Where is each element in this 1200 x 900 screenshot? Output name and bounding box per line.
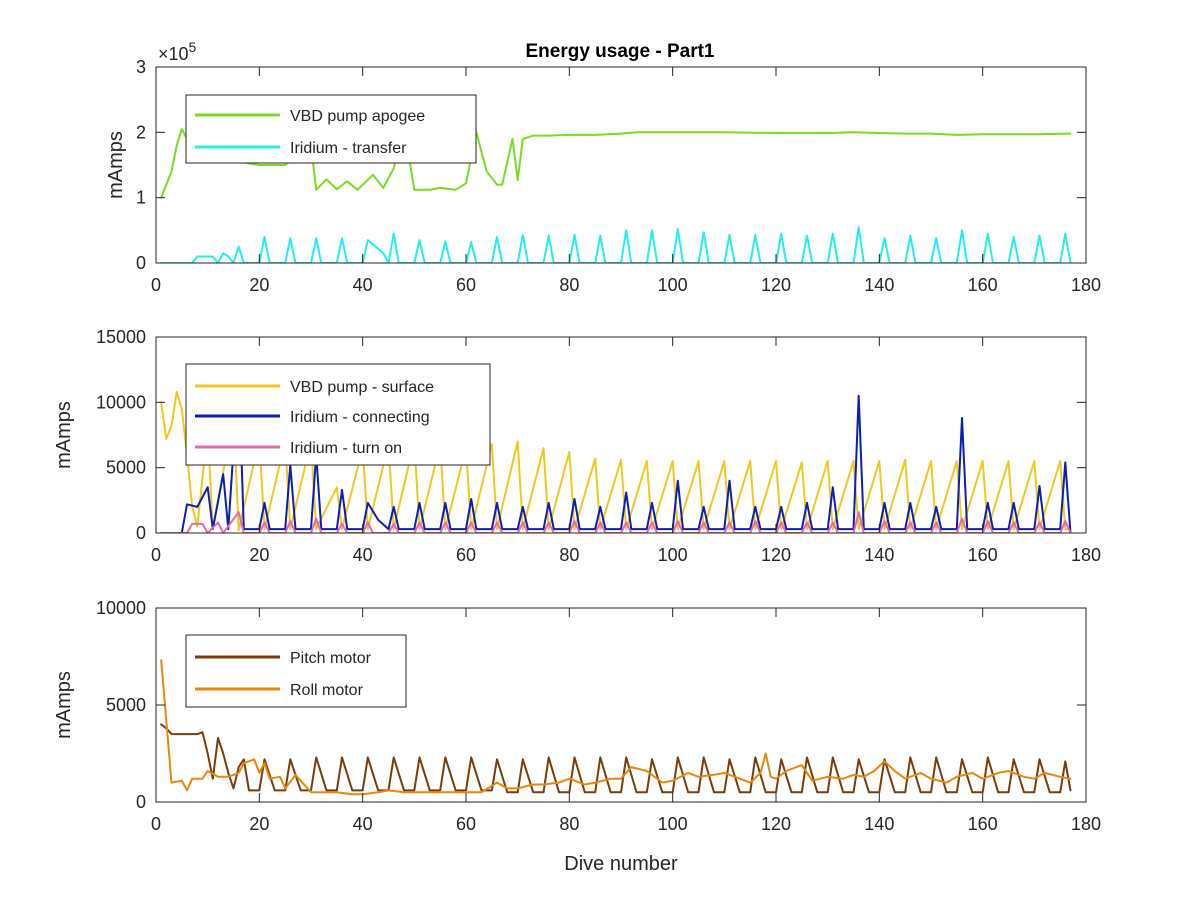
y-axis-label: mAmps bbox=[53, 401, 75, 469]
x-tick-label: 80 bbox=[559, 545, 579, 565]
series-group bbox=[160, 368, 1072, 533]
legend-label: VBD pump - surface bbox=[290, 379, 434, 396]
x-tick-label: 0 bbox=[151, 545, 161, 565]
legend-label: VBD pump apogee bbox=[290, 108, 425, 125]
y-tick-label: 15000 bbox=[96, 327, 146, 347]
series-group bbox=[160, 659, 1072, 796]
y-tick-label: 2 bbox=[136, 122, 146, 142]
y-axis-label: mAmps bbox=[105, 131, 127, 199]
x-tick-label: 80 bbox=[559, 275, 579, 295]
legend: Pitch motor Roll motor bbox=[185, 634, 407, 708]
x-tick-label: 160 bbox=[968, 275, 998, 295]
x-tick-label: 140 bbox=[864, 275, 894, 295]
x-tick-label: 0 bbox=[151, 275, 161, 295]
y-axis-label: mAmps bbox=[53, 671, 75, 739]
legend-label: Iridium - turn on bbox=[290, 440, 402, 457]
legend-box bbox=[185, 634, 407, 708]
series-line-vbd-pump-surface bbox=[160, 390, 1072, 532]
x-tick-label: 160 bbox=[968, 814, 998, 834]
legend: VBD pump - surface Iridium - connecting Ir… bbox=[185, 363, 491, 466]
legend-box bbox=[185, 94, 477, 164]
series-line-iridium-turn-on bbox=[160, 511, 1072, 533]
x-tick-label: 20 bbox=[249, 275, 269, 295]
axes-box bbox=[155, 66, 1087, 264]
series-line-iridium-connecting bbox=[160, 368, 1072, 533]
x-tick-label: 40 bbox=[353, 814, 373, 834]
x-tick-label: 20 bbox=[249, 545, 269, 565]
y-tick-label: 3 bbox=[136, 57, 146, 77]
y-tick-label: 0 bbox=[136, 792, 146, 812]
x-tick-label: 80 bbox=[559, 814, 579, 834]
y-tick-label: 0 bbox=[136, 253, 146, 273]
x-tick-label: 40 bbox=[353, 275, 373, 295]
x-tick-label: 140 bbox=[864, 545, 894, 565]
x-tick-label: 180 bbox=[1071, 545, 1101, 565]
y-tick-label: 1 bbox=[136, 188, 146, 208]
x-tick-label: 40 bbox=[353, 545, 373, 565]
x-axis-label: Dive number bbox=[564, 853, 678, 875]
y-tick-label: 0 bbox=[136, 523, 146, 543]
legend-label: Iridium - connecting bbox=[290, 409, 430, 426]
x-tick-label: 100 bbox=[658, 275, 688, 295]
subplot-3: 0 20 40 60 80 100 120 140 160 180 0 5000 10000 mAmps D… bbox=[53, 598, 1101, 875]
legend-label: Pitch motor bbox=[290, 650, 372, 667]
x-tick-label: 120 bbox=[761, 814, 791, 834]
x-tick-label: 60 bbox=[456, 275, 476, 295]
x-tick-label: 180 bbox=[1071, 814, 1101, 834]
subplot-1: 0 20 40 60 80 100 120 140 160 1800123×105mAmpsVBD… bbox=[105, 39, 1101, 295]
legend: VBD pump apogee Iridium - transfer bbox=[185, 94, 477, 164]
y-tick-label: 5000 bbox=[106, 695, 146, 715]
x-tick-label: 60 bbox=[456, 545, 476, 565]
x-tick-label: 140 bbox=[864, 814, 894, 834]
x-tick-label: 160 bbox=[968, 545, 998, 565]
figure-title: Energy usage - Part1 bbox=[525, 41, 714, 62]
series-line-pitch-motor bbox=[160, 723, 1072, 794]
y-tick-label: 10000 bbox=[96, 392, 146, 412]
x-tick-label: 100 bbox=[658, 814, 688, 834]
x-tick-label: 20 bbox=[249, 814, 269, 834]
legend-label: Iridium - transfer bbox=[290, 140, 407, 157]
series-line-roll-motor bbox=[160, 659, 1072, 796]
axes-box bbox=[155, 336, 1087, 534]
x-tick-label: 60 bbox=[456, 814, 476, 834]
x-tick-label: 120 bbox=[761, 275, 791, 295]
y-tick-label: 10000 bbox=[96, 598, 146, 618]
legend-label: Roll motor bbox=[290, 682, 364, 699]
subplot-2: 0 20 40 60 80 100 120 140 160 180 0 5000 10000 15000 m… bbox=[53, 327, 1101, 565]
x-tick-label: 100 bbox=[658, 545, 688, 565]
y-exponent-power: 5 bbox=[189, 39, 197, 55]
x-tick-label: 0 bbox=[151, 814, 161, 834]
y-tick-label: 5000 bbox=[106, 458, 146, 478]
x-tick-label: 120 bbox=[761, 545, 791, 565]
series-line-iridium-transfer bbox=[160, 226, 1072, 263]
x-tick-label: 180 bbox=[1071, 275, 1101, 295]
